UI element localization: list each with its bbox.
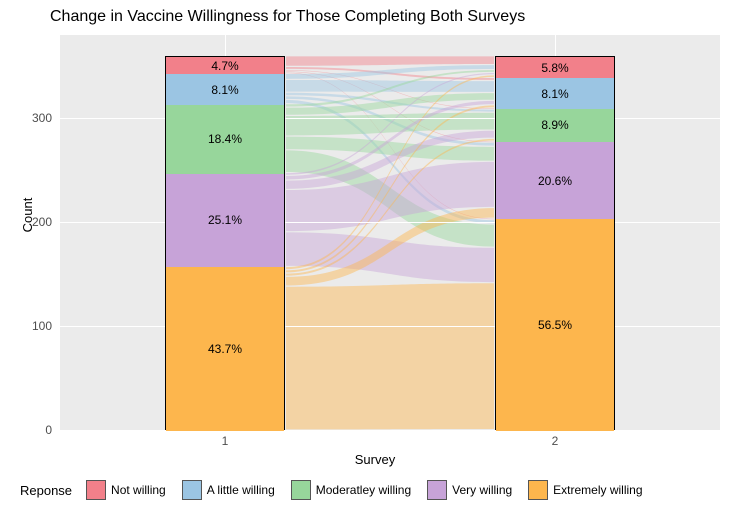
segment-mod: 8.9%	[496, 109, 614, 142]
segment-mod: 18.4%	[166, 105, 284, 174]
legend-label: Extremely willing	[553, 483, 642, 497]
gridline-h	[60, 118, 720, 119]
flow-ribbon	[286, 56, 494, 65]
legend-label: Very willing	[452, 483, 512, 497]
flow-ribbon	[286, 80, 494, 92]
legend-item-lit: A little willing	[182, 480, 275, 500]
gridline-h	[60, 222, 720, 223]
legend-item-ext: Extremely willing	[528, 480, 642, 500]
xtick-label: 1	[222, 434, 229, 448]
ytick-label: 0	[12, 423, 52, 437]
legend-item-very: Very willing	[427, 480, 512, 500]
segment-very: 25.1%	[166, 174, 284, 268]
legend-item-mod: Moderatley willing	[291, 480, 411, 500]
flow-ribbon	[286, 283, 494, 429]
legend-label: Not willing	[111, 483, 166, 497]
xtick-label: 2	[552, 434, 559, 448]
plot-panel: 4.7%8.1%18.4%25.1%43.7%5.8%8.1%8.9%20.6%…	[60, 35, 720, 430]
segment-very: 20.6%	[496, 142, 614, 219]
legend-title: Reponse	[20, 483, 72, 498]
stacked-bar-2: 5.8%8.1%8.9%20.6%56.5%	[495, 56, 615, 430]
legend-label: Moderatley willing	[316, 483, 411, 497]
segment-lit: 8.1%	[166, 74, 284, 104]
gridline-h	[60, 326, 720, 327]
legend: Reponse Not willing A little willing Moder…	[20, 480, 730, 500]
legend-label: A little willing	[207, 483, 275, 497]
sankey-flows	[60, 35, 720, 430]
segment-ext: 43.7%	[166, 267, 284, 431]
ytick-label: 100	[12, 319, 52, 333]
page-title: Change in Vaccine Willingness for Those …	[50, 8, 525, 26]
ytick-label: 200	[12, 215, 52, 229]
gridline-h	[60, 430, 720, 431]
legend-swatch	[291, 480, 311, 500]
legend-swatch	[427, 480, 447, 500]
legend-swatch	[182, 480, 202, 500]
ytick-label: 300	[12, 111, 52, 125]
legend-item-not: Not willing	[86, 480, 166, 500]
stacked-bar-1: 4.7%8.1%18.4%25.1%43.7%	[165, 56, 285, 430]
legend-swatch	[528, 480, 548, 500]
x-axis-label: Survey	[0, 452, 750, 467]
segment-ext: 56.5%	[496, 219, 614, 430]
segment-not: 5.8%	[496, 57, 614, 79]
segment-not: 4.7%	[166, 57, 284, 75]
legend-swatch	[86, 480, 106, 500]
segment-lit: 8.1%	[496, 78, 614, 108]
